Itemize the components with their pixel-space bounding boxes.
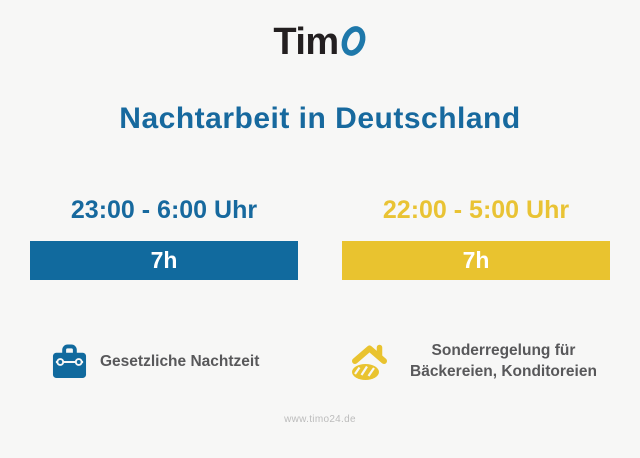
logo: Tim: [0, 22, 640, 62]
duration-bar-bakery: 7h: [342, 241, 610, 280]
legend-item-legal: Gesetzliche Nachtzeit: [52, 344, 259, 380]
legend-label-bakery-line1: Sonderregelung für: [431, 342, 576, 359]
footer-url: www.timo24.de: [284, 414, 356, 425]
toolbox-icon: [52, 344, 87, 379]
page-title: Nachtarbeit in Deutschland: [119, 102, 521, 135]
duration-bar-legal: 7h: [30, 241, 298, 280]
logo-text: Tim: [273, 21, 339, 63]
legend-label-bakery-line2: Bäckereien, Konditoreien: [410, 363, 597, 380]
logo-o-icon: [341, 26, 366, 56]
time-range-legal: 23:00 - 6:00 Uhr: [70, 196, 258, 224]
time-range-bakery: 22:00 - 5:00 Uhr: [382, 196, 570, 224]
bakery-icon: [352, 344, 387, 380]
legend-label-bakery: Sonderregelung für Bäckereien, Konditore…: [410, 340, 597, 382]
legend-label-legal: Gesetzliche Nachtzeit: [100, 353, 260, 370]
legend-item-bakery: Sonderregelung für Bäckereien, Konditore…: [346, 340, 597, 382]
